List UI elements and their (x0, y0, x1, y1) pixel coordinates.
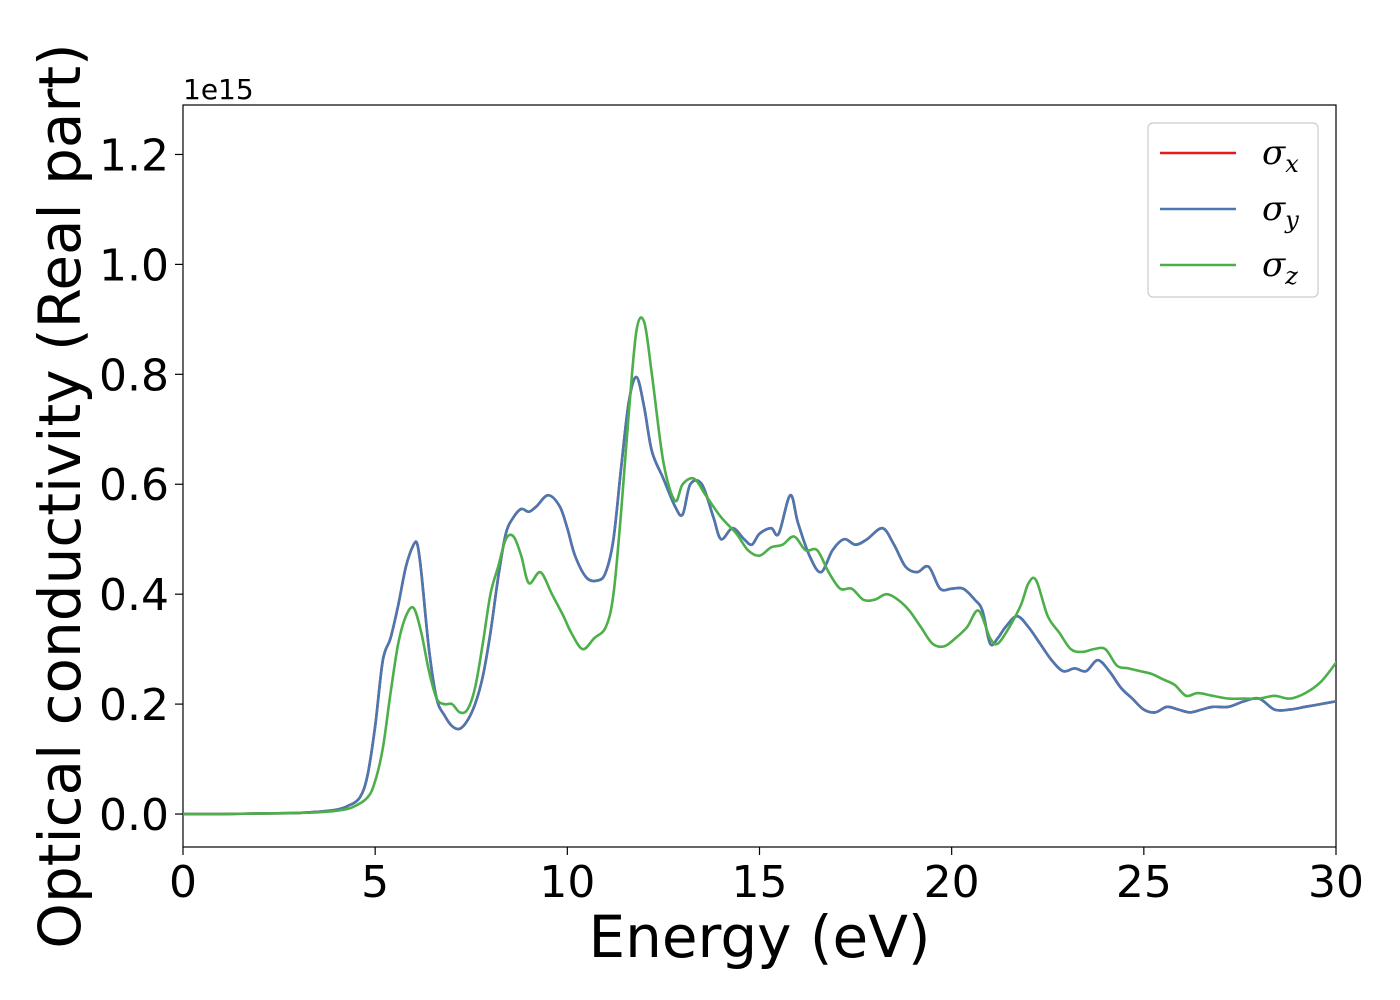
y-axis-label: Optical conductivity (Real part) (26, 43, 94, 948)
x-axis-label: Energy (eV) (588, 903, 930, 971)
y-tick-label: 1.0 (99, 240, 169, 291)
y-offset-label: 1e15 (183, 73, 254, 106)
legend-label: σx (1262, 133, 1299, 178)
x-tick-label: 10 (539, 857, 595, 908)
y-tick-label: 0.2 (99, 680, 169, 731)
series-line-y (183, 375, 1336, 816)
x-tick-label: 5 (361, 857, 389, 908)
y-tick-label: 0.0 (99, 790, 169, 841)
x-tick-label: 15 (732, 857, 788, 908)
series-line-z (183, 316, 1336, 816)
axes: 0 5 10 15 20 25 30 0.0 0.2 0.4 0.6 0.8 1.0 1.2 (99, 104, 1364, 908)
x-tick-label: 20 (924, 857, 980, 908)
series-line-x (183, 375, 1336, 816)
legend: σx σy σz (1147, 122, 1319, 298)
series-lines (183, 316, 1336, 816)
y-tick-label: 0.6 (99, 460, 169, 511)
x-axis-ticks: 0 5 10 15 20 25 30 (169, 847, 1364, 908)
x-tick-label: 0 (169, 857, 197, 908)
y-tick-label: 0.4 (99, 570, 169, 621)
legend-label: σy (1262, 189, 1299, 234)
legend-label: σz (1262, 245, 1298, 290)
y-tick-label: 0.8 (99, 350, 169, 401)
legend-item-z: σz (1160, 245, 1298, 290)
x-tick-label: 25 (1116, 857, 1172, 908)
legend-item-x: σx (1160, 133, 1299, 178)
y-axis-ticks: 0.0 0.2 0.4 0.6 0.8 1.0 1.2 (99, 130, 183, 841)
x-tick-label: 30 (1308, 857, 1364, 908)
y-tick-label: 1.2 (99, 130, 169, 181)
legend-item-y: σy (1160, 189, 1299, 234)
